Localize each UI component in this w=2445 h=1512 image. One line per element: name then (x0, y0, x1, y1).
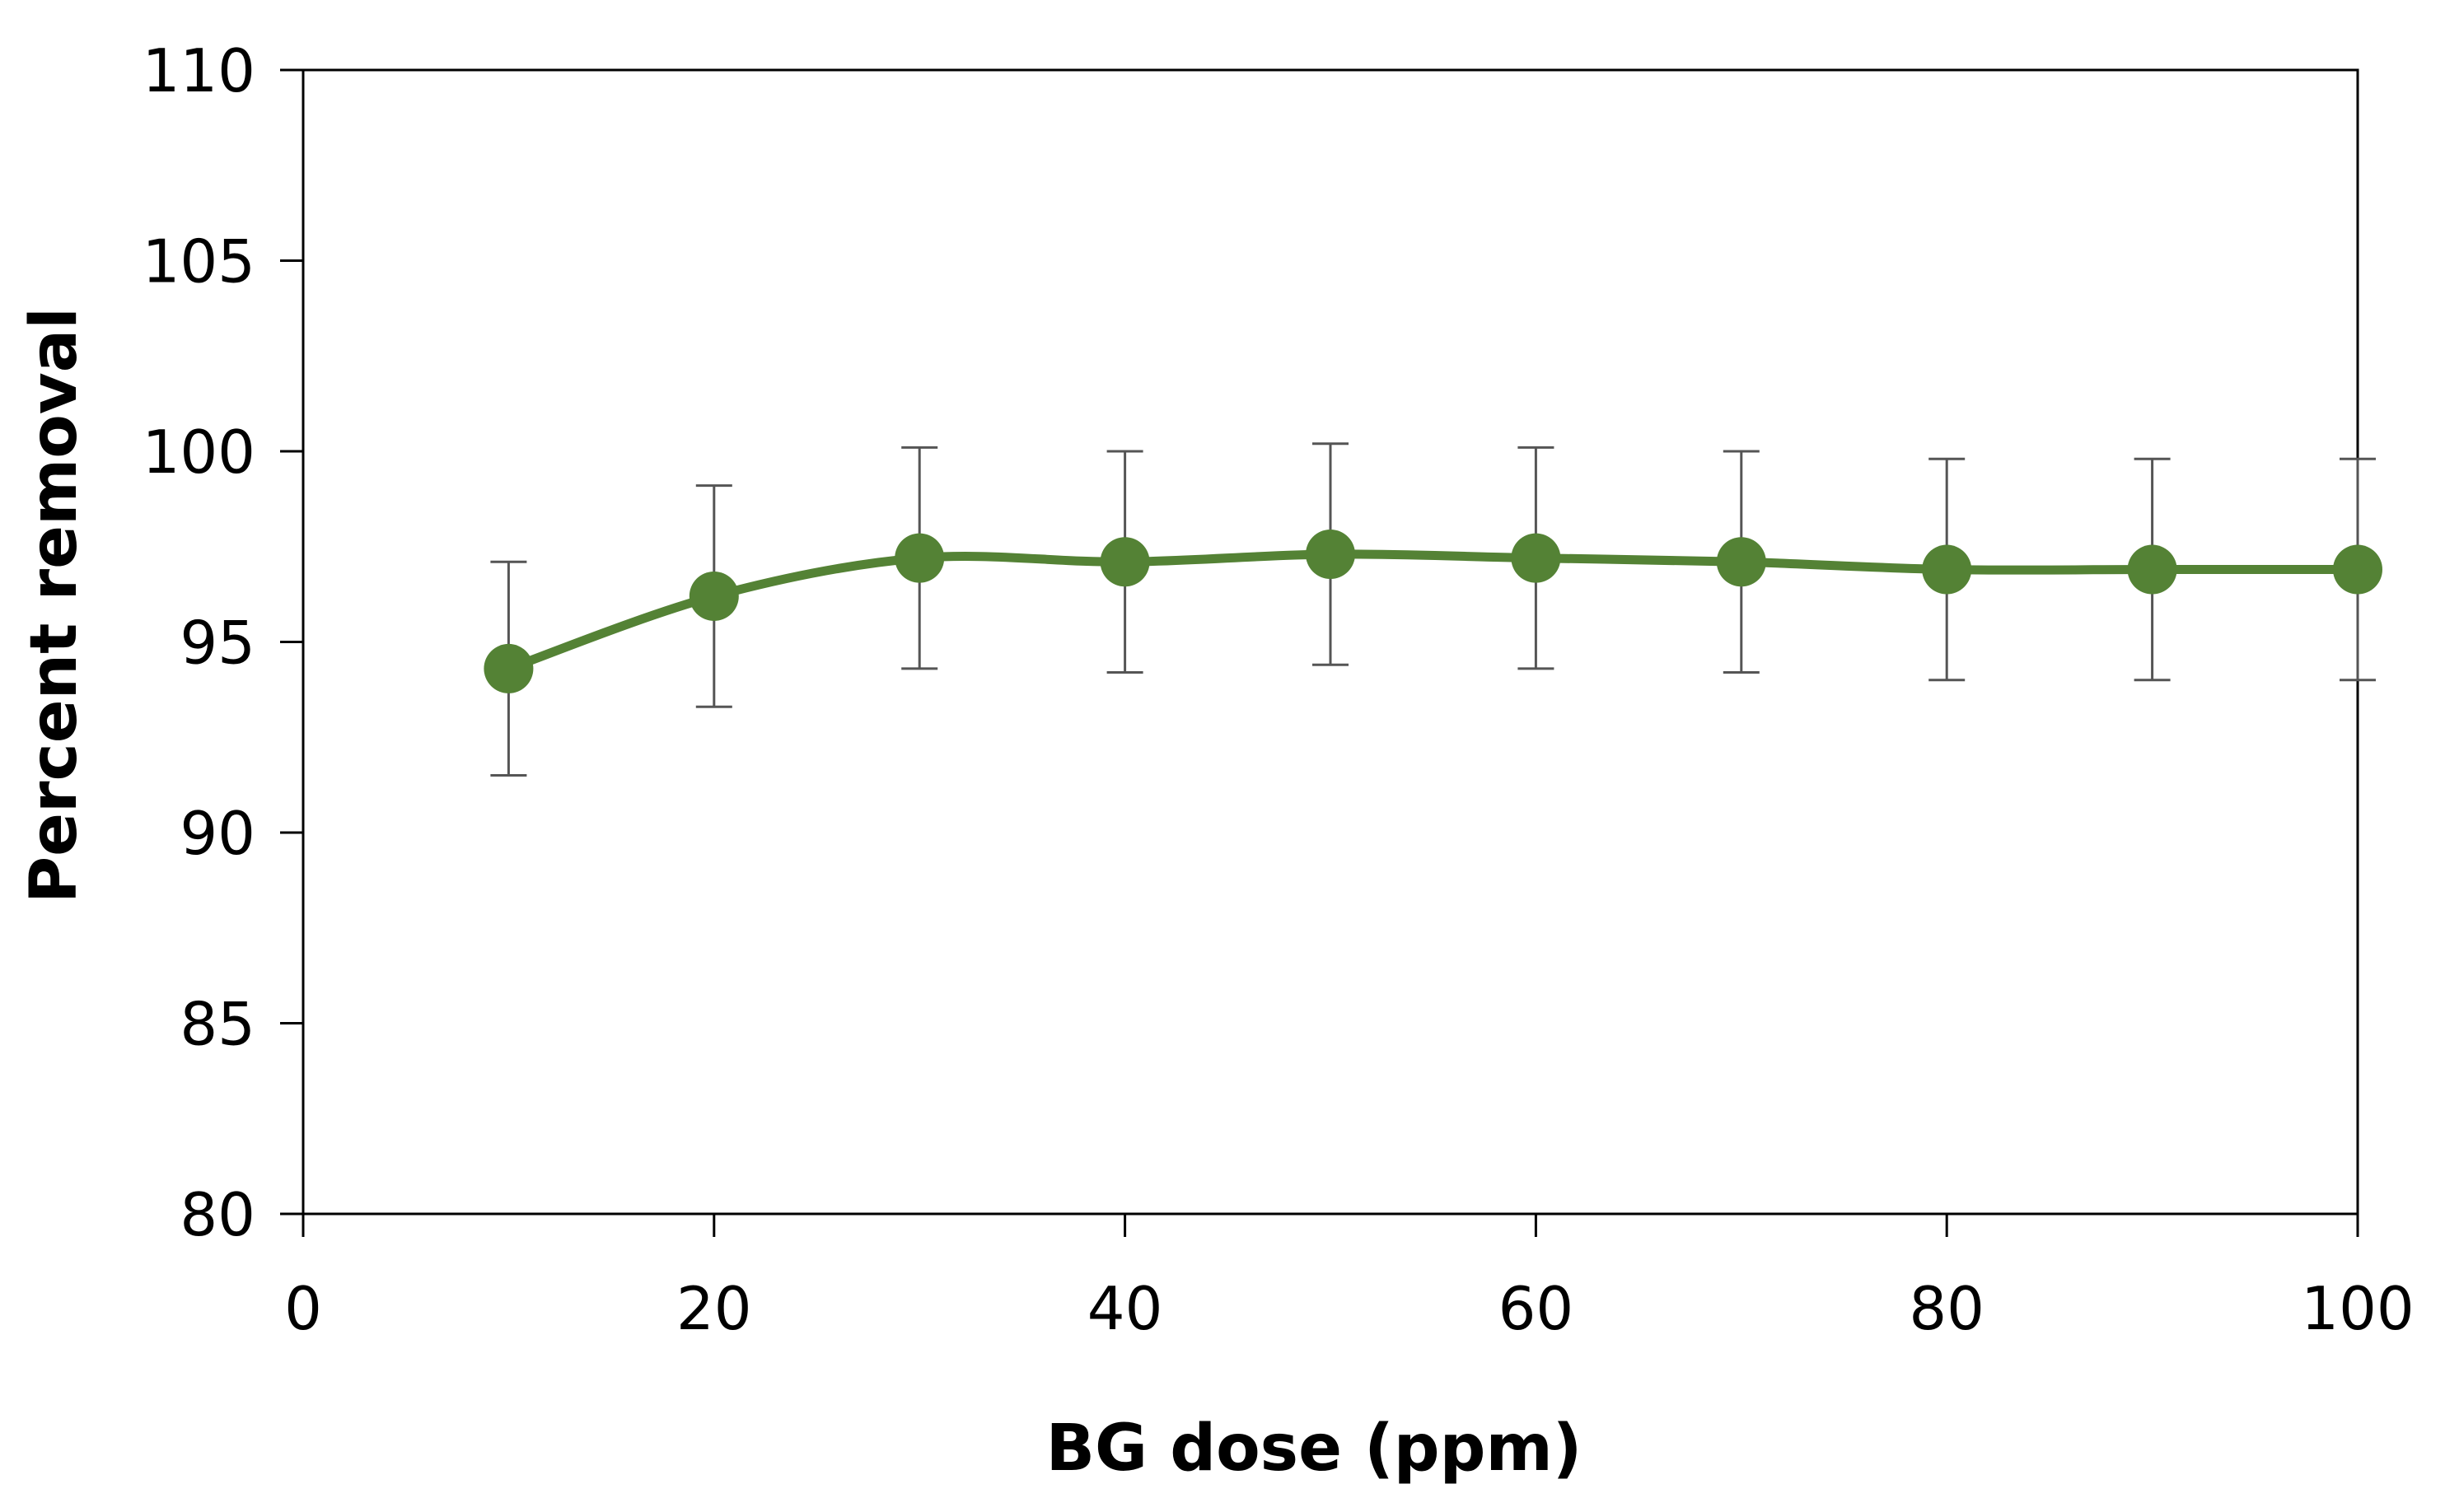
series-line (503, 549, 2363, 674)
y-tick-label: 85 (180, 990, 255, 1059)
data-point (1511, 533, 1561, 583)
x-tick-label: 0 (284, 1274, 322, 1343)
data-point (1306, 530, 1355, 580)
data-point (1100, 537, 1150, 587)
data-point (689, 571, 739, 621)
x-axis-ticks: 0 20 40 60 80 100 (284, 1214, 2415, 1343)
x-tick-label: 80 (1909, 1274, 1985, 1343)
y-axis-ticks: 80 85 90 95 100 105 110 (143, 36, 303, 1249)
data-point (1922, 544, 1972, 595)
x-tick-label: 20 (676, 1274, 752, 1343)
x-tick-label: 100 (2301, 1274, 2414, 1343)
series-line-group (503, 549, 2363, 674)
y-tick-label: 105 (143, 227, 255, 296)
y-tick-label: 80 (180, 1180, 255, 1249)
data-point (895, 533, 945, 583)
y-tick-label: 90 (180, 799, 255, 868)
x-axis-title: BG dose (ppm) (1046, 1412, 1582, 1486)
data-point (1716, 537, 1766, 587)
y-tick-label: 100 (143, 418, 255, 487)
data-point (2127, 544, 2177, 595)
y-axis-title: Percent removal (17, 307, 91, 903)
y-tick-label: 110 (143, 36, 255, 105)
error-bars (490, 442, 2376, 777)
x-tick-label: 60 (1498, 1274, 1574, 1343)
data-point (2333, 544, 2382, 595)
data-point (484, 643, 534, 693)
y-tick-label: 95 (180, 609, 255, 678)
data-points (484, 530, 2382, 693)
x-tick-label: 40 (1087, 1274, 1163, 1343)
